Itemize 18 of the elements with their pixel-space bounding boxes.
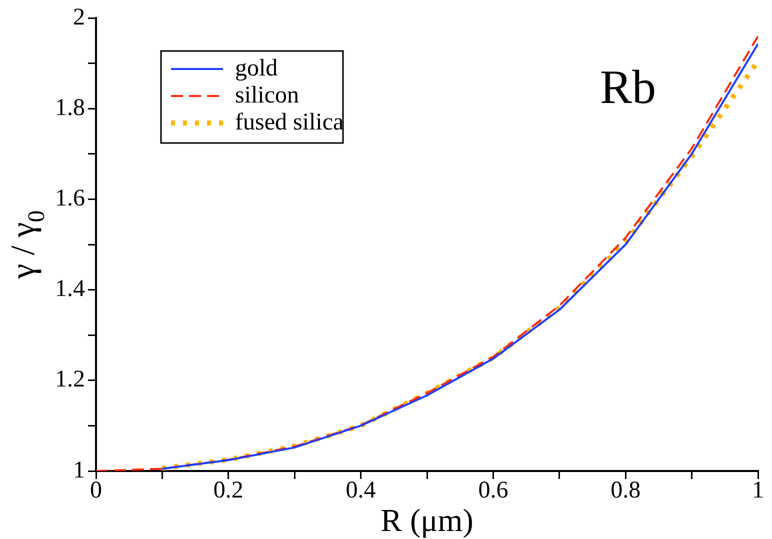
x-tick-label: 0: [90, 477, 102, 504]
x-tick-label: 0.6: [478, 477, 508, 504]
y-axis-title: γ / γ0: [5, 210, 50, 280]
y-tick-label: 1: [73, 457, 85, 484]
x-tick-label: 1: [752, 477, 764, 504]
x-axis-title: R (μm): [380, 502, 474, 538]
legend-label: silicon: [235, 82, 299, 108]
y-tick-label: 2: [73, 4, 85, 30]
annotation: Rb: [600, 61, 656, 114]
y-tick-label: 1.4: [55, 276, 85, 302]
y-tick-label: 1.8: [55, 94, 85, 121]
x-tick-label: 0.8: [610, 477, 641, 504]
x-tick-label: 0.4: [346, 477, 376, 504]
legend-label: gold: [235, 55, 278, 82]
y-tick-label: 1.2: [55, 366, 85, 393]
legend-label: fused silica: [235, 109, 344, 136]
y-tick-label: 1.6: [55, 185, 85, 212]
x-tick-label: 0.2: [213, 477, 244, 504]
